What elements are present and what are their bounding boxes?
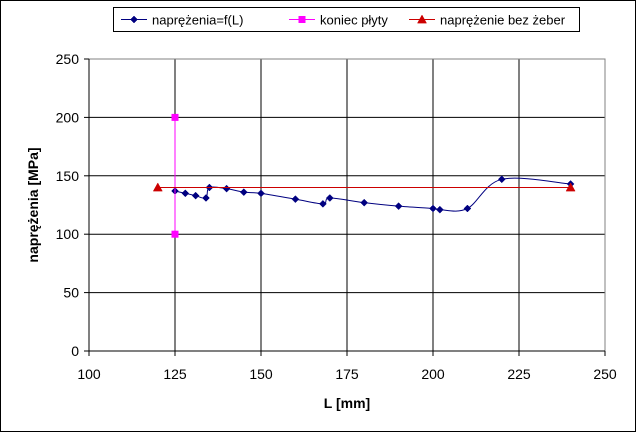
data-point <box>325 194 334 202</box>
legend-entry: naprężenie bez żeber <box>409 13 566 28</box>
data-point <box>394 202 403 211</box>
y-tick-label: 200 <box>56 109 80 125</box>
data-point <box>202 194 210 202</box>
legend-entry: koniec płyty <box>289 13 388 28</box>
data-point <box>319 199 327 208</box>
x-tick-label: 150 <box>249 366 273 382</box>
data-point <box>181 189 190 198</box>
y-axis-title: naprężenia [MPa] <box>25 147 41 262</box>
legend-entry: naprężenia=f(L) <box>121 13 243 28</box>
data-point <box>191 191 200 200</box>
x-tick-label: 175 <box>335 366 359 382</box>
y-tick-label: 50 <box>63 285 79 301</box>
data-point <box>171 113 179 121</box>
data-point <box>171 230 179 238</box>
data-point <box>239 188 248 197</box>
legend-label: koniec płyty <box>320 13 388 28</box>
data-point <box>360 198 369 207</box>
x-tick-label: 100 <box>77 366 101 382</box>
series-plate-end <box>171 113 179 238</box>
x-axis-title: L [mm] <box>324 395 370 411</box>
x-tick-label: 225 <box>507 366 531 382</box>
x-tick-label: 250 <box>593 366 617 382</box>
legend-label: naprężenie bez żeber <box>440 13 566 28</box>
data-point <box>497 175 506 184</box>
data-point <box>436 205 444 214</box>
series-no-ribs <box>152 182 576 192</box>
y-tick-label: 250 <box>56 51 80 67</box>
data-point <box>429 204 437 213</box>
legend-swatch-marker <box>417 14 427 24</box>
legend: naprężenia=f(L) koniec płyty naprężenie be… <box>113 7 580 32</box>
x-tick-label: 125 <box>163 366 187 382</box>
x-tick-label: 200 <box>421 366 445 382</box>
data-point <box>291 195 300 204</box>
legend-swatch-marker <box>130 15 138 24</box>
y-tick-label: 150 <box>56 168 80 184</box>
legend-label: naprężenia=f(L) <box>152 13 243 28</box>
legend-box <box>113 7 580 32</box>
data-point <box>463 204 472 213</box>
data-point <box>152 182 163 192</box>
data-point <box>257 189 265 198</box>
legend-swatch-marker <box>298 16 306 23</box>
y-tick-label: 100 <box>56 226 80 242</box>
data-point <box>565 182 576 192</box>
y-tick-label: 0 <box>71 343 79 359</box>
